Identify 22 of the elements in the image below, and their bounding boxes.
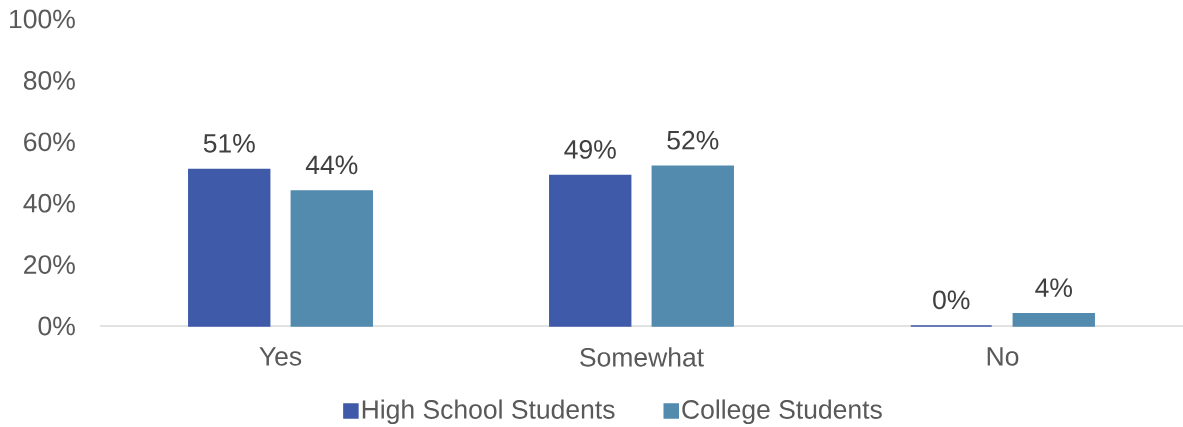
- data-label: 4%: [1035, 278, 1072, 297]
- legend-label: High School Students: [362, 399, 615, 425]
- y-tick-label: 0%: [38, 316, 75, 336]
- bar: [651, 165, 734, 327]
- y-tick-label: 60%: [24, 132, 75, 152]
- data-label: 44%: [305, 155, 358, 175]
- y-tick-label: 20%: [24, 255, 75, 274]
- data-label: 0%: [933, 290, 970, 310]
- bar: [188, 168, 271, 327]
- data-label: 49%: [564, 140, 616, 159]
- x-tick-label: Somewhat: [580, 347, 704, 367]
- y-tick-label: 100%: [10, 9, 75, 29]
- bar: [549, 174, 632, 327]
- data-label: 52%: [667, 130, 719, 150]
- bar: [1012, 312, 1095, 327]
- x-tick-label: No: [987, 347, 1019, 366]
- x-tick-label: Yes: [259, 347, 302, 366]
- y-tick-label: 40%: [23, 193, 75, 213]
- legend-label: College Students: [682, 399, 882, 425]
- data-label: 51%: [203, 134, 255, 153]
- y-tick-label: 80%: [23, 71, 75, 90]
- bar: [290, 190, 373, 327]
